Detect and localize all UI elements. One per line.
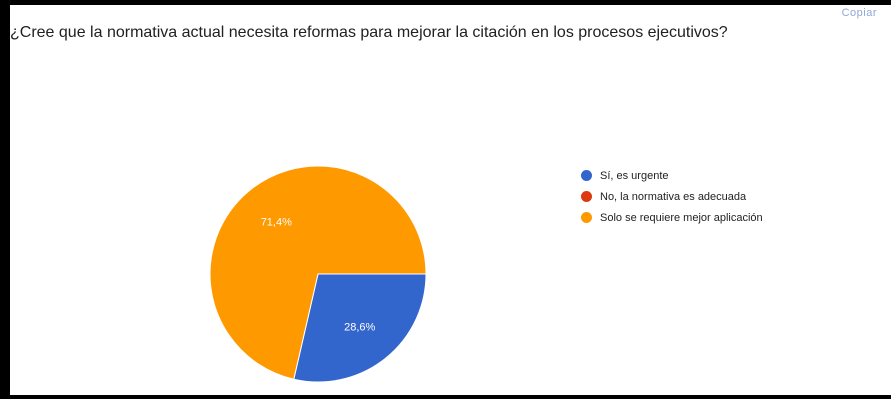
legend-label: No, la normativa es adecuada <box>600 190 747 203</box>
legend-item-no-la-normativa-es-adecuada[interactable]: No, la normativa es adecuada <box>581 186 763 207</box>
legend-item-solo-se-requiere-mejor-aplicacion[interactable]: Solo se requiere mejor aplicación <box>581 207 763 228</box>
legend-item-si-es-urgente[interactable]: Sí, es urgente <box>581 165 763 186</box>
pie-slice-si-es-urgente[interactable] <box>293 273 427 383</box>
pie-slice-solo-se-requiere-mejor-aplicacion[interactable] <box>209 165 427 380</box>
chart-card: Copiar ¿Cree que la normativa actual nec… <box>10 5 891 395</box>
pie-chart: 28,6% 71,4% <box>209 165 427 383</box>
pie-label-si-es-urgente: 28,6% <box>344 321 375 333</box>
legend: Sí, es urgente No, la normativa es adecua… <box>581 165 763 228</box>
copy-button[interactable]: Copiar <box>841 7 877 19</box>
legend-swatch <box>581 170 592 181</box>
legend-label: Solo se requiere mejor aplicación <box>600 211 763 224</box>
legend-label: Sí, es urgente <box>600 169 669 182</box>
legend-swatch <box>581 191 592 202</box>
pie-label-solo-se-requiere-mejor-aplicacion: 71,4% <box>261 217 292 229</box>
chart-title: ¿Cree que la normativa actual necesita r… <box>10 24 728 41</box>
legend-swatch <box>581 212 592 223</box>
